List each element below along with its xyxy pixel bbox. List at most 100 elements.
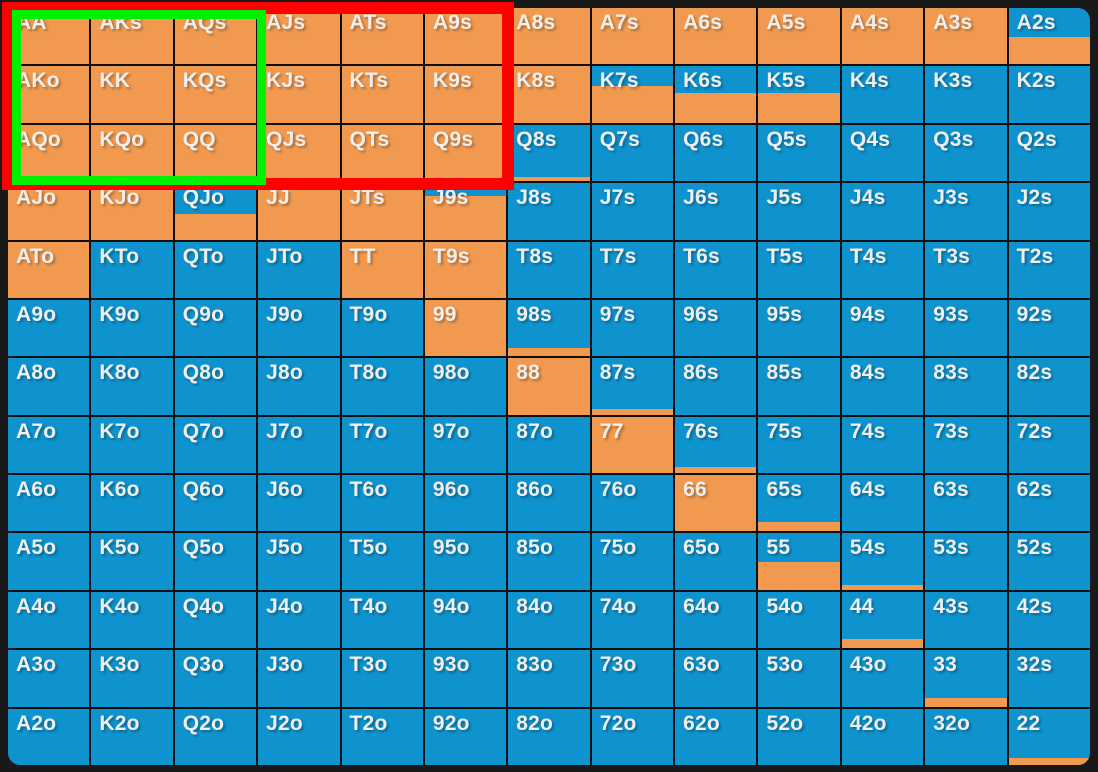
cell-KJo[interactable]: KJo xyxy=(91,183,173,240)
cell-33[interactable]: 33 xyxy=(925,650,1007,707)
cell-A5o[interactable]: A5o xyxy=(8,533,90,590)
cell-92s[interactable]: 92s xyxy=(1008,299,1090,357)
cell-A7s[interactable]: A7s xyxy=(591,8,674,65)
cell-84o[interactable]: 84o xyxy=(508,591,590,649)
cell-T4o[interactable]: T4o xyxy=(341,591,423,649)
cell-J3s[interactable]: J3s xyxy=(925,183,1007,240)
cell-T3s[interactable]: T3s xyxy=(925,241,1007,298)
cell-KK[interactable]: KK xyxy=(91,66,173,123)
cell-K2o[interactable]: K2o xyxy=(91,708,173,765)
cell-J6s[interactable]: J6s xyxy=(675,183,757,240)
cell-72s[interactable]: 72s xyxy=(1008,416,1090,474)
cell-95o[interactable]: 95o xyxy=(424,533,507,590)
cell-A6o[interactable]: A6o xyxy=(8,475,90,532)
cell-42s[interactable]: 42s xyxy=(1008,591,1090,649)
cell-92o[interactable]: 92o xyxy=(424,708,507,765)
cell-JTo[interactable]: JTo xyxy=(258,241,340,298)
cell-Q3s[interactable]: Q3s xyxy=(925,124,1007,182)
cell-A8o[interactable]: A8o xyxy=(8,358,90,415)
cell-J5s[interactable]: J5s xyxy=(758,183,840,240)
cell-54o[interactable]: 54o xyxy=(758,591,840,649)
cell-J2s[interactable]: J2s xyxy=(1008,183,1090,240)
cell-KJs[interactable]: KJs xyxy=(258,66,340,123)
cell-J9s[interactable]: J9s xyxy=(424,183,507,240)
cell-K7s[interactable]: K7s xyxy=(591,66,674,123)
cell-JJ[interactable]: JJ xyxy=(258,183,340,240)
cell-T7o[interactable]: T7o xyxy=(341,416,423,474)
cell-87s[interactable]: 87s xyxy=(591,358,674,415)
cell-32o[interactable]: 32o xyxy=(925,708,1007,765)
cell-97s[interactable]: 97s xyxy=(591,299,674,357)
cell-A3o[interactable]: A3o xyxy=(8,650,90,707)
cell-86o[interactable]: 86o xyxy=(508,475,590,532)
cell-76o[interactable]: 76o xyxy=(591,475,674,532)
cell-Q5s[interactable]: Q5s xyxy=(758,124,840,182)
cell-K8s[interactable]: K8s xyxy=(508,66,590,123)
cell-K6s[interactable]: K6s xyxy=(675,66,757,123)
cell-44[interactable]: 44 xyxy=(841,591,924,649)
cell-Q9s[interactable]: Q9s xyxy=(424,124,507,182)
cell-AA[interactable]: AA xyxy=(8,8,90,65)
cell-QTo[interactable]: QTo xyxy=(174,241,257,298)
cell-Q8o[interactable]: Q8o xyxy=(174,358,257,415)
cell-Q6o[interactable]: Q6o xyxy=(174,475,257,532)
cell-K7o[interactable]: K7o xyxy=(91,416,173,474)
cell-A6s[interactable]: A6s xyxy=(675,8,757,65)
cell-QQ[interactable]: QQ xyxy=(174,124,257,182)
cell-43s[interactable]: 43s xyxy=(925,591,1007,649)
cell-T5o[interactable]: T5o xyxy=(341,533,423,590)
cell-KTs[interactable]: KTs xyxy=(341,66,423,123)
cell-J7s[interactable]: J7s xyxy=(591,183,674,240)
cell-73s[interactable]: 73s xyxy=(925,416,1007,474)
cell-75o[interactable]: 75o xyxy=(591,533,674,590)
cell-AKs[interactable]: AKs xyxy=(91,8,173,65)
cell-A5s[interactable]: A5s xyxy=(758,8,840,65)
cell-Q2o[interactable]: Q2o xyxy=(174,708,257,765)
cell-K4s[interactable]: K4s xyxy=(841,66,924,123)
cell-65o[interactable]: 65o xyxy=(675,533,757,590)
cell-QJs[interactable]: QJs xyxy=(258,124,340,182)
cell-K3s[interactable]: K3s xyxy=(925,66,1007,123)
cell-94s[interactable]: 94s xyxy=(841,299,924,357)
cell-Q6s[interactable]: Q6s xyxy=(675,124,757,182)
cell-Q2s[interactable]: Q2s xyxy=(1008,124,1090,182)
cell-A2o[interactable]: A2o xyxy=(8,708,90,765)
cell-88[interactable]: 88 xyxy=(508,358,590,415)
cell-T2s[interactable]: T2s xyxy=(1008,241,1090,298)
cell-65s[interactable]: 65s xyxy=(758,475,840,532)
cell-99[interactable]: 99 xyxy=(424,299,507,357)
cell-93o[interactable]: 93o xyxy=(424,650,507,707)
cell-93s[interactable]: 93s xyxy=(925,299,1007,357)
cell-A9s[interactable]: A9s xyxy=(424,8,507,65)
cell-94o[interactable]: 94o xyxy=(424,591,507,649)
cell-64o[interactable]: 64o xyxy=(675,591,757,649)
cell-Q8s[interactable]: Q8s xyxy=(508,124,590,182)
cell-KQo[interactable]: KQo xyxy=(91,124,173,182)
cell-J5o[interactable]: J5o xyxy=(258,533,340,590)
cell-AKo[interactable]: AKo xyxy=(8,66,90,123)
cell-T5s[interactable]: T5s xyxy=(758,241,840,298)
cell-T9s[interactable]: T9s xyxy=(424,241,507,298)
cell-A2s[interactable]: A2s xyxy=(1008,8,1090,65)
cell-K2s[interactable]: K2s xyxy=(1008,66,1090,123)
cell-T6s[interactable]: T6s xyxy=(675,241,757,298)
cell-76s[interactable]: 76s xyxy=(675,416,757,474)
cell-85o[interactable]: 85o xyxy=(508,533,590,590)
cell-84s[interactable]: 84s xyxy=(841,358,924,415)
cell-J3o[interactable]: J3o xyxy=(258,650,340,707)
cell-AJs[interactable]: AJs xyxy=(258,8,340,65)
cell-63o[interactable]: 63o xyxy=(675,650,757,707)
cell-54s[interactable]: 54s xyxy=(841,533,924,590)
cell-82s[interactable]: 82s xyxy=(1008,358,1090,415)
cell-T4s[interactable]: T4s xyxy=(841,241,924,298)
cell-AQs[interactable]: AQs xyxy=(174,8,257,65)
cell-66[interactable]: 66 xyxy=(675,475,757,532)
cell-96o[interactable]: 96o xyxy=(424,475,507,532)
cell-QJo[interactable]: QJo xyxy=(174,183,257,240)
cell-AQo[interactable]: AQo xyxy=(8,124,90,182)
cell-J2o[interactable]: J2o xyxy=(258,708,340,765)
cell-62o[interactable]: 62o xyxy=(675,708,757,765)
cell-A9o[interactable]: A9o xyxy=(8,299,90,357)
cell-83s[interactable]: 83s xyxy=(925,358,1007,415)
cell-K9s[interactable]: K9s xyxy=(424,66,507,123)
